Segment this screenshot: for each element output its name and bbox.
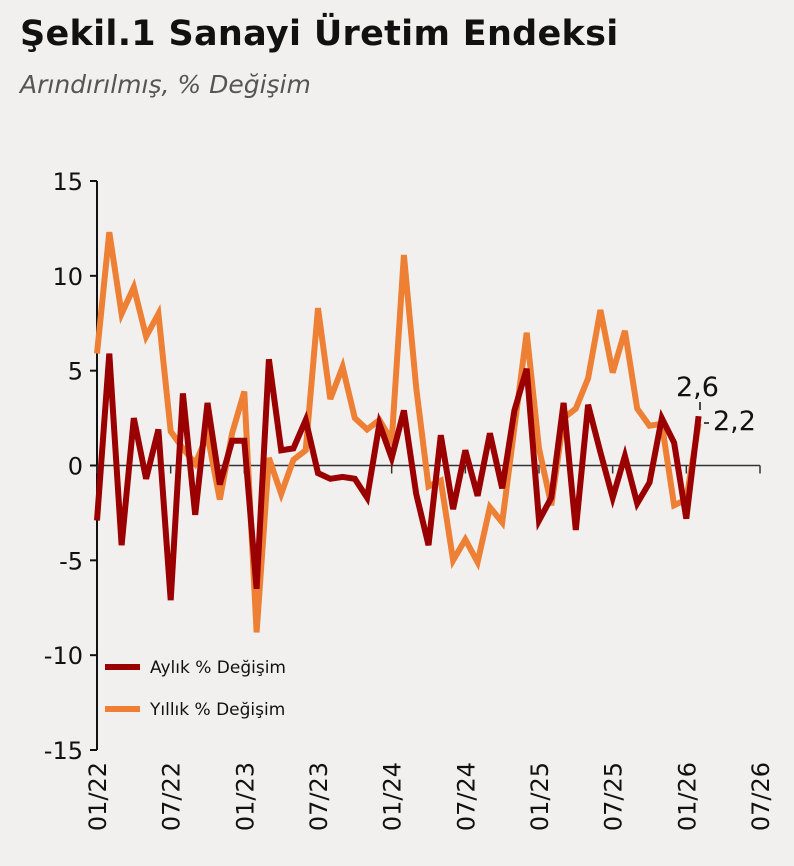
chart-title: Şekil.1 Sanayi Üretim Endeksi [20, 14, 619, 54]
legend: Aylık % Değişim Yıllık % Değişim [105, 658, 286, 720]
y-tick-label: -15 [44, 737, 83, 765]
x-tick-label: 01/23 [231, 762, 259, 831]
x-tick-label: 07/22 [158, 762, 186, 831]
series-line-aylik [94, 353, 702, 601]
y-tick-label: 15 [52, 168, 83, 196]
y-tick-label: 10 [52, 263, 83, 291]
x-tick-label: 01/22 [84, 762, 112, 831]
end-label-aylik: 2,6 [676, 372, 719, 403]
legend-label-aylik: Aylık % Değişim [150, 658, 286, 678]
series-line-yillik [94, 231, 702, 633]
x-tick-label: 01/25 [526, 762, 554, 831]
chart-subtitle: Arındırılmış, % Değişim [20, 70, 311, 99]
x-tick-label: 01/24 [379, 762, 407, 831]
x-tick-label: 07/23 [305, 762, 333, 831]
end-label-yillik: 2,2 [713, 406, 756, 437]
y-tick-label: -5 [59, 547, 83, 575]
x-tick-label: 07/26 [747, 762, 775, 831]
x-tick-label: 01/26 [673, 762, 701, 831]
x-tick-label: 07/24 [452, 762, 480, 831]
y-tick-label: 0 [68, 453, 83, 481]
x-tick-label: 07/25 [600, 762, 628, 831]
legend-label-yillik: Yıllık % Değişim [149, 700, 285, 720]
y-tick-label: -10 [44, 642, 83, 670]
y-tick-label: 5 [68, 358, 83, 386]
